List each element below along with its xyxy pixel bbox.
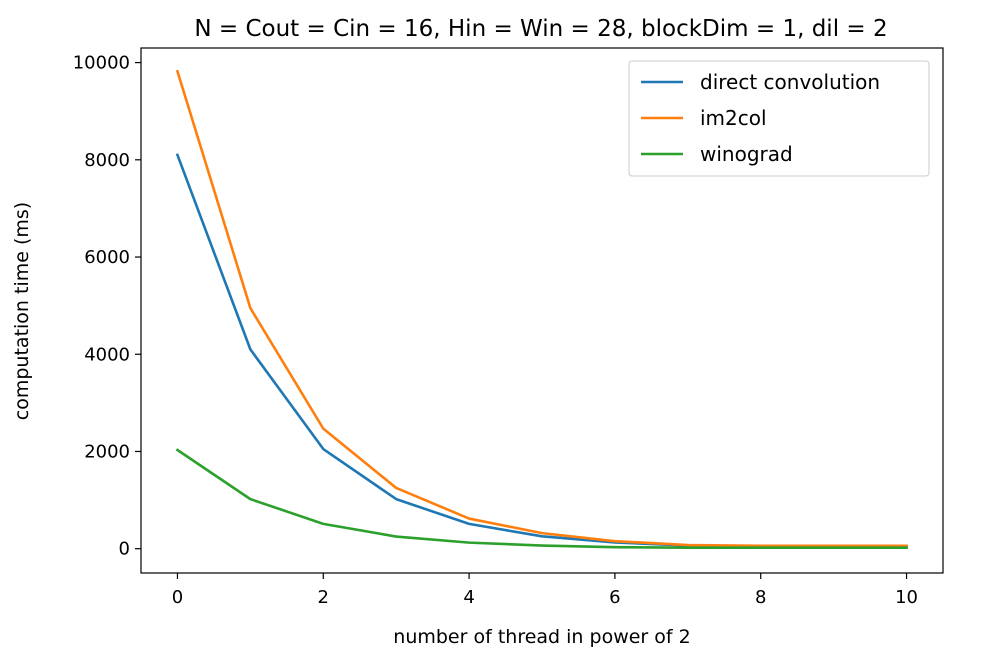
y-tick-label: 10000: [73, 53, 130, 74]
y-axis-label: computation time (ms): [11, 202, 33, 420]
series-line-winograd: [175, 448, 908, 550]
legend: direct convolution im2col winograd: [628, 60, 930, 177]
y-axis: 0 2000 4000 6000 8000 10000: [73, 53, 141, 560]
x-tick-label: 6: [609, 587, 620, 608]
legend-label-winograd: winograd: [700, 142, 793, 166]
y-tick-label: 6000: [84, 247, 130, 268]
x-tick-label: 4: [463, 587, 474, 608]
x-tick-label: 10: [895, 587, 918, 608]
x-tick-label: 8: [755, 587, 766, 608]
y-tick-label: 2000: [84, 441, 130, 462]
legend-label-direct-convolution: direct convolution: [700, 70, 880, 94]
y-tick-label: 0: [119, 539, 130, 560]
chart-title: N = Cout = Cin = 16, Hin = Win = 28, blo…: [194, 16, 887, 42]
series-line-im2col: [175, 69, 908, 548]
x-axis-label: number of thread in power of 2: [393, 626, 690, 648]
series-line-direct-convolution: [175, 153, 908, 549]
legend-box: [628, 60, 930, 177]
y-tick-label: 4000: [84, 344, 130, 365]
legend-label-im2col: im2col: [700, 106, 767, 130]
plot-area: [140, 47, 944, 574]
y-tick-label: 8000: [84, 150, 130, 171]
series-group: [175, 69, 908, 550]
x-tick-label: 0: [172, 587, 183, 608]
x-tick-label: 2: [318, 587, 329, 608]
x-axis: 0 2 4 6 8 10: [172, 573, 918, 608]
